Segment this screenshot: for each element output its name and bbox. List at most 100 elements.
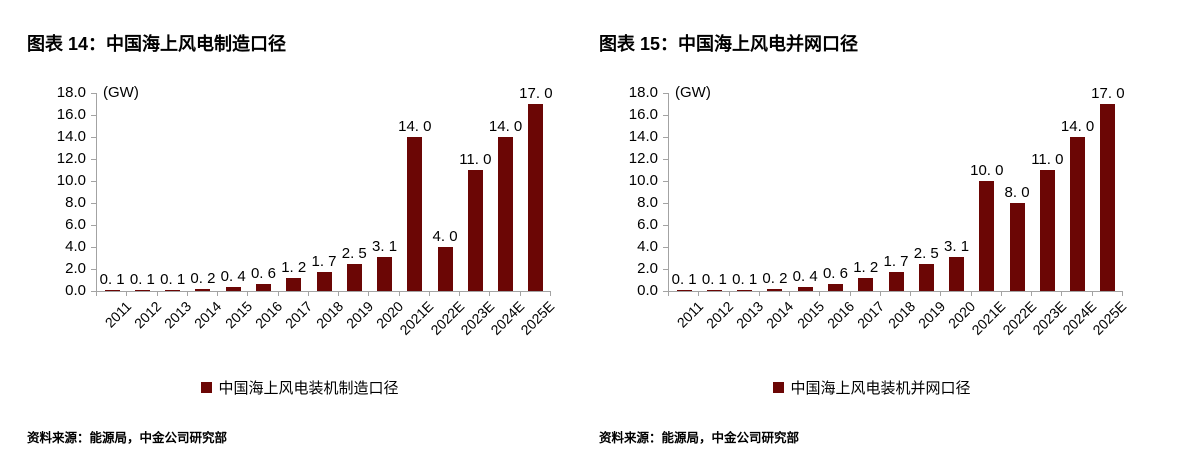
bar-value-label: 0. 1 bbox=[701, 270, 727, 288]
x-axis-tick bbox=[940, 291, 942, 296]
x-axis-tick bbox=[789, 291, 791, 296]
x-axis-tick bbox=[758, 291, 760, 296]
bar-value-label: 2. 5 bbox=[341, 244, 367, 262]
x-axis-tick-label: 2013 bbox=[733, 298, 767, 332]
plot-area: 0. 1 0. 1 0. 1 0. 2 0. 4 0. 6 1. 2 1. 7 2. 5 3. 1… bbox=[96, 85, 553, 292]
bar bbox=[437, 247, 453, 291]
x-axis-tick bbox=[368, 291, 370, 296]
x-axis-tick-label: 2011 bbox=[101, 298, 134, 331]
y-axis-unit-label: (GW) bbox=[103, 84, 139, 101]
bar-value-label: 17. 0 bbox=[1091, 85, 1125, 102]
y-axis-tick-label: 0.0 bbox=[637, 282, 658, 299]
x-axis-tick-label: 2024E bbox=[487, 298, 528, 338]
y-axis-tick bbox=[91, 115, 96, 116]
x-axis-tick bbox=[277, 291, 279, 296]
chart-panel-grid-connection: 图表 15：中国海上风电并网口径 (GW) 0. 1 0. 1 0. 1 0. 2 0.… bbox=[592, 0, 1152, 465]
x-axis-tick-label: 2015 bbox=[221, 298, 256, 332]
x-axis-tick bbox=[398, 291, 400, 296]
bar bbox=[1100, 104, 1116, 291]
bar bbox=[827, 284, 843, 291]
x-axis-tick bbox=[186, 291, 188, 296]
y-axis-tick-label: 18.0 bbox=[628, 84, 658, 101]
y-axis-tick-label: 10.0 bbox=[56, 172, 86, 189]
bar-value-label: 1. 7 bbox=[883, 253, 909, 271]
y-axis-tick bbox=[91, 291, 96, 292]
x-axis-tick bbox=[819, 291, 821, 296]
x-axis-tick-label: 2015 bbox=[793, 298, 828, 332]
x-axis-tick-label: 2019 bbox=[914, 298, 949, 332]
chart-title: 图表 14：中国海上风电制造口径 bbox=[27, 34, 287, 54]
y-axis-tick-label: 8.0 bbox=[65, 194, 86, 211]
bar bbox=[467, 170, 483, 291]
bar-value-label: 0. 6 bbox=[250, 265, 276, 283]
bar-value-label: 0. 1 bbox=[129, 270, 155, 288]
x-axis-tick bbox=[668, 291, 669, 296]
x-axis-tick-label: 2013 bbox=[161, 298, 195, 332]
y-axis-tick bbox=[663, 93, 668, 94]
bar-value-label: 0. 1 bbox=[671, 270, 697, 288]
x-axis-tick bbox=[247, 291, 249, 296]
legend-label: 中国海上风电装机并网口径 bbox=[790, 380, 971, 397]
bar bbox=[888, 272, 904, 291]
x-axis-tick bbox=[1061, 291, 1063, 296]
y-axis-tick-label: 16.0 bbox=[56, 106, 86, 123]
y-axis-unit-label: (GW) bbox=[675, 84, 711, 101]
bar bbox=[1039, 170, 1055, 291]
bar-value-label: 3. 1 bbox=[944, 237, 970, 255]
x-axis-tick-label: 2025E bbox=[1089, 298, 1130, 338]
bar-value-label: 0. 1 bbox=[160, 270, 186, 288]
bar bbox=[104, 289, 120, 291]
bar bbox=[858, 277, 874, 291]
x-axis-tick-label: 2022E bbox=[998, 298, 1039, 338]
y-axis-tick bbox=[663, 247, 668, 248]
y-axis-tick-label: 6.0 bbox=[65, 216, 86, 233]
bar-value-label: 1. 2 bbox=[853, 258, 879, 276]
source-note: 资料来源：能源局，中金公司研究部 bbox=[27, 431, 228, 445]
y-axis-tick bbox=[663, 115, 668, 116]
x-axis-tick-label: 2024E bbox=[1059, 298, 1100, 338]
bar-value-label: 0. 6 bbox=[822, 265, 848, 283]
legend: 中国海上风电装机制造口径 bbox=[20, 377, 580, 398]
x-axis-tick bbox=[728, 291, 730, 296]
bar-value-label: 17. 0 bbox=[519, 85, 553, 102]
x-axis-tick-label: 2014 bbox=[763, 298, 797, 332]
legend-label: 中国海上风电装机制造口径 bbox=[218, 380, 399, 397]
x-axis-tick-label: 2012 bbox=[130, 298, 165, 332]
x-axis-tick-label: 2025E bbox=[517, 298, 558, 338]
x-axis-tick-label: 2023E bbox=[1029, 298, 1070, 338]
x-axis-tick bbox=[126, 291, 128, 296]
bar-value-label: 14. 0 bbox=[1060, 118, 1095, 135]
y-axis-tick-label: 2.0 bbox=[65, 260, 86, 277]
x-axis-tick-label: 2012 bbox=[702, 298, 737, 332]
bar bbox=[407, 137, 423, 291]
y-axis-tick-label: 2.0 bbox=[637, 260, 658, 277]
x-axis-tick-label: 2017 bbox=[854, 298, 888, 332]
y-axis-tick bbox=[91, 203, 96, 204]
bar-value-label: 4. 0 bbox=[432, 228, 458, 245]
x-axis-tick bbox=[970, 291, 972, 296]
bar-value-label: 0. 1 bbox=[99, 270, 125, 288]
bar bbox=[255, 284, 271, 291]
x-axis-tick-label: 2014 bbox=[191, 298, 225, 332]
x-axis-tick bbox=[910, 291, 912, 296]
y-axis-tick-label: 6.0 bbox=[637, 216, 658, 233]
y-axis-tick bbox=[91, 269, 96, 270]
bar bbox=[797, 286, 813, 291]
bar-value-label: 2. 5 bbox=[913, 244, 939, 262]
plot-area: 0. 1 0. 1 0. 1 0. 2 0. 4 0. 6 1. 2 1. 7 2. 5 3. 1… bbox=[668, 85, 1125, 292]
bar bbox=[165, 289, 181, 291]
y-axis-tick bbox=[663, 203, 668, 204]
x-axis-tick-label: 2021E bbox=[396, 298, 437, 338]
bar-value-label: 14. 0 bbox=[398, 118, 432, 135]
x-axis-tick-label: 2018 bbox=[312, 298, 346, 332]
bar-value-label: 11. 0 bbox=[459, 151, 492, 168]
y-axis-tick-label: 8.0 bbox=[637, 194, 658, 211]
x-axis-tick-label: 2016 bbox=[823, 298, 858, 332]
bar bbox=[767, 288, 783, 291]
bar-value-label: 0. 1 bbox=[732, 270, 758, 288]
bar bbox=[706, 289, 722, 291]
bar bbox=[918, 263, 934, 291]
x-axis-tick-label: 2016 bbox=[251, 298, 286, 332]
x-axis-labels: 2011 2012 2013 2014 2015 2016 2017 2018 2019 2020… bbox=[668, 298, 1129, 368]
x-axis-tick-label: 2021E bbox=[968, 298, 1009, 338]
